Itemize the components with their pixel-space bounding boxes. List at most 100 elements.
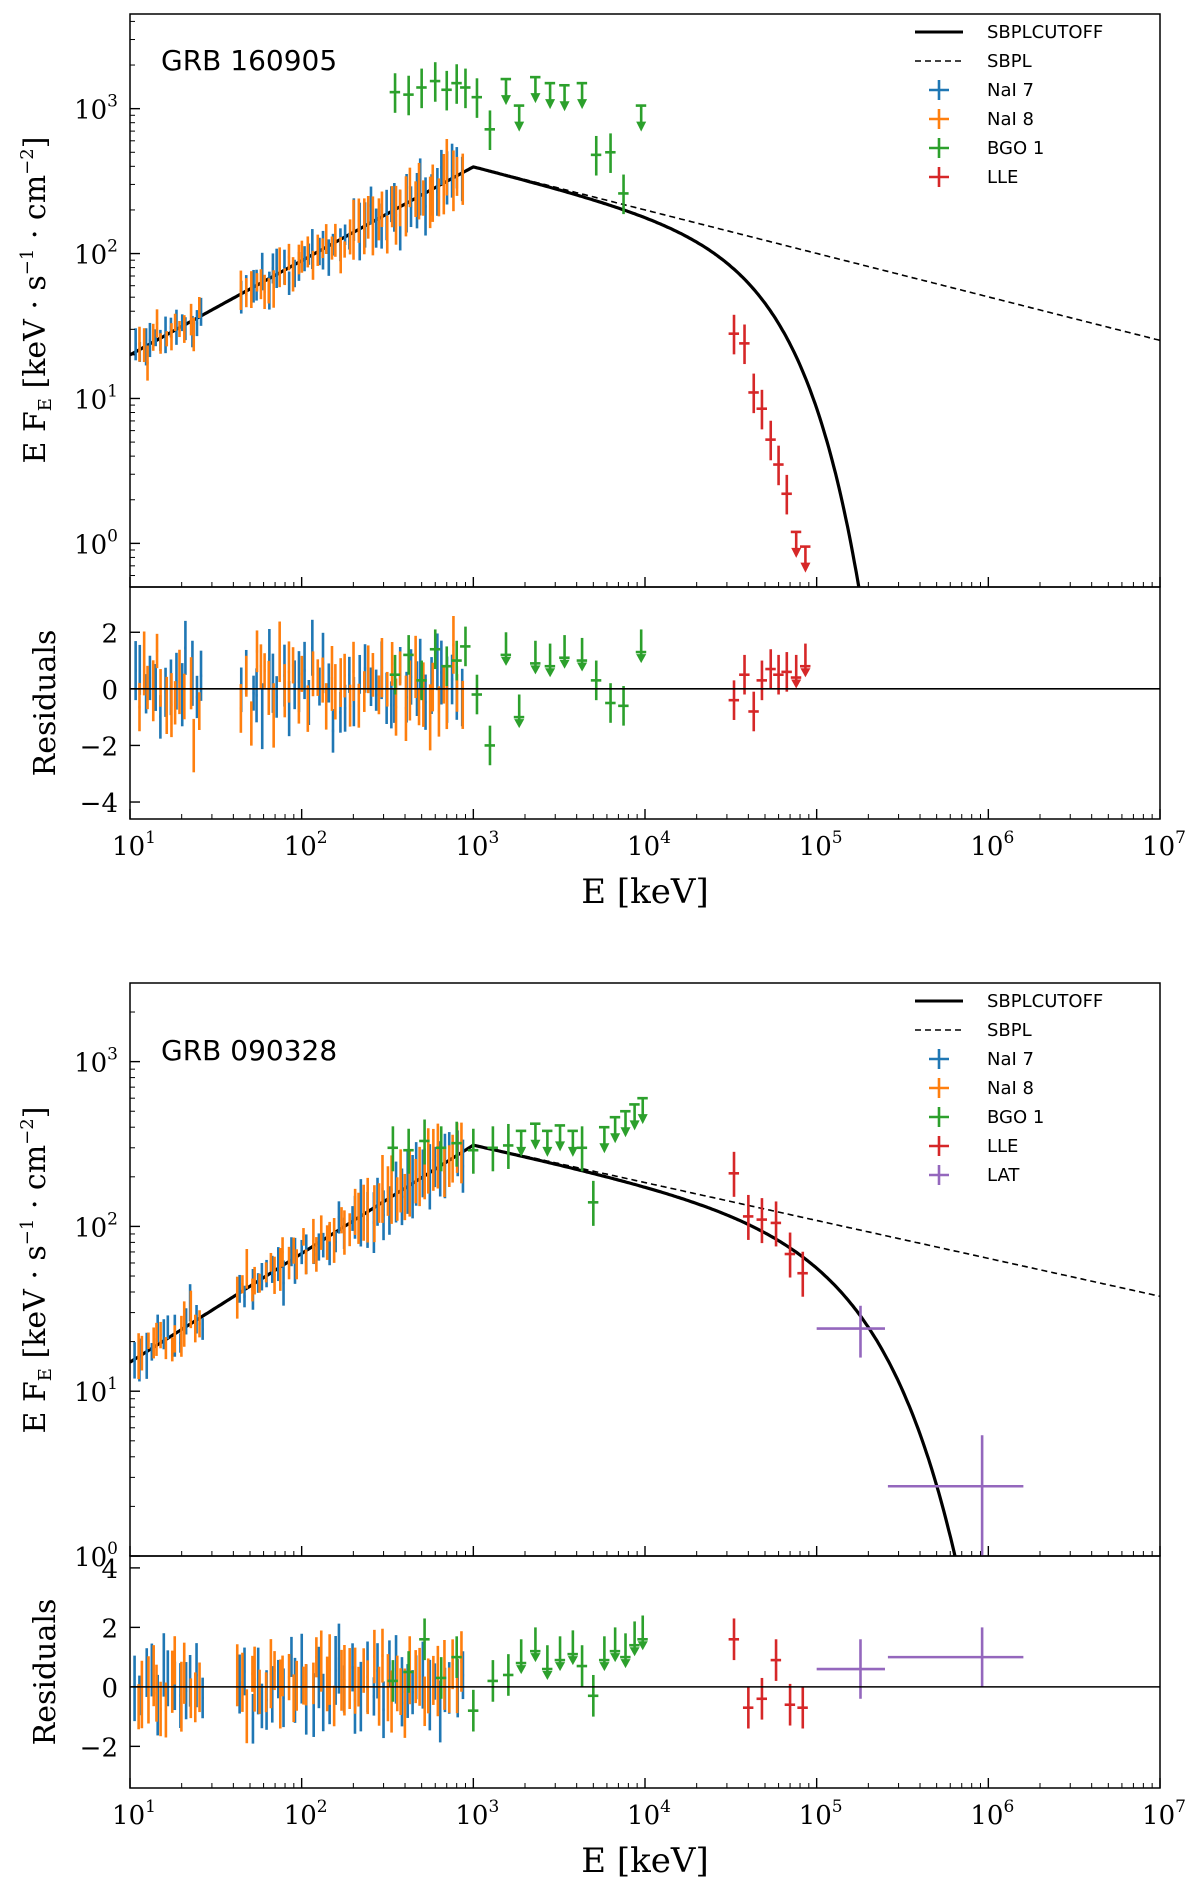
nai-8-residual: [423, 1676, 426, 1727]
nai-8-point: [418, 1146, 421, 1207]
nai-8-residual: [321, 657, 324, 703]
nai-7-residual: [424, 674, 427, 730]
y-tick-exp: 3: [107, 1045, 118, 1065]
nai-8-residual: [414, 1650, 417, 1704]
nai-8-point: [348, 1213, 351, 1247]
upper-limit-arrow: [530, 93, 541, 104]
legend-label: LLE: [987, 1136, 1018, 1157]
x-tick-base: 10: [1142, 832, 1175, 862]
bgo-1-residual: [559, 635, 570, 669]
nai-8-residual: [362, 1648, 365, 1693]
nai-8-point: [297, 244, 301, 275]
upper-limit-arrow: [530, 1139, 541, 1150]
nai-8-point: [348, 219, 352, 255]
legend-label: NaI 7: [987, 1049, 1034, 1070]
lle-point: [797, 1251, 808, 1297]
bgo-1-residual: [609, 1627, 621, 1663]
nai-8-residual: [239, 684, 243, 733]
x-tick-exp: 3: [488, 828, 499, 848]
x-tick-exp: 2: [317, 1797, 328, 1817]
bgo-1-point: [435, 1126, 447, 1172]
lle-residual: [781, 652, 792, 692]
bgo-1-point: [419, 1119, 430, 1165]
x-tick-exp: 5: [832, 828, 843, 848]
bgo-1-point: [635, 104, 647, 132]
nai-8-point: [417, 162, 421, 220]
model-curves: [130, 1143, 1160, 1556]
bgo-1-residual: [513, 694, 525, 729]
nai-8-residual: [432, 1655, 435, 1705]
bgo-1-residual: [500, 632, 512, 666]
legend-entry: BGO 1: [929, 1107, 1044, 1128]
model-curves: [130, 165, 1160, 587]
nai-7-point: [243, 1285, 246, 1308]
nai-8-residual: [324, 683, 328, 730]
legend-entry: LLE: [929, 1136, 1018, 1157]
legend-entry: NaI 8: [929, 109, 1034, 130]
nai-8-residual: [426, 1658, 430, 1714]
nai-7-residual: [436, 633, 439, 691]
bgo-1-point: [530, 75, 541, 104]
nai-7-point: [260, 1262, 264, 1291]
nai-8-point: [165, 331, 169, 347]
nai-8-residual: [138, 682, 141, 732]
nai-8-residual: [178, 649, 181, 715]
residual-axis-ticks: −4 −2 0 2: [80, 619, 140, 819]
lle-point: [781, 474, 792, 515]
residual-ul-arrow: [620, 1659, 631, 1669]
residual-tick-label: 4: [101, 1555, 118, 1585]
nai-8-residual: [170, 673, 173, 738]
lle-point: [739, 324, 750, 365]
nai-8-residual: [281, 1655, 284, 1697]
nai-8-residual: [442, 664, 446, 704]
nai-7-point: [303, 246, 306, 272]
lle-residual: [756, 1677, 767, 1720]
nai-7-point: [145, 1332, 149, 1379]
x-tick-exp: 5: [832, 1797, 843, 1817]
nai-8-residual: [264, 1672, 268, 1713]
nai-8-point: [295, 1249, 298, 1280]
residual-axis-ticks: −2 0 2 4: [80, 1555, 140, 1763]
nai-8-residual: [431, 662, 435, 712]
upper-limit-arrow: [501, 95, 512, 106]
nai-7-residual: [162, 1633, 166, 1697]
nai-8-point: [147, 1332, 150, 1350]
residual-ul-arrow: [559, 659, 570, 669]
bgo-1-point: [530, 1122, 541, 1150]
upper-limit-arrow: [559, 101, 570, 112]
nai-7-point: [300, 1239, 304, 1265]
nai-8-residual: [451, 1639, 454, 1690]
nai-8-point: [380, 191, 384, 228]
nai-8-point: [255, 273, 259, 292]
x-axis-ticks: 101 102 103 104 105 106 107: [112, 1546, 1186, 1831]
nai-8-residual: [414, 635, 417, 699]
legend-label: BGO 1: [987, 1107, 1044, 1128]
legend-entry: SBPL: [915, 1020, 1032, 1041]
nai-8-residual: [330, 645, 334, 711]
nai-7-point: [327, 239, 331, 276]
residual-clip-group: [134, 616, 811, 773]
y-label-sub: E: [35, 1368, 56, 1381]
bgo-1-residual: [554, 1636, 566, 1672]
y-label-sub: E: [35, 398, 56, 411]
nai-8-point: [312, 1218, 315, 1264]
nai-7-point: [359, 1179, 363, 1247]
nai-8-residual: [325, 1656, 329, 1712]
bgo-1-point: [541, 1129, 553, 1157]
bgo-1-point: [605, 133, 616, 173]
bgo-1-residual: [419, 1618, 430, 1661]
bgo-1-point: [429, 62, 441, 102]
y-tick-base: 10: [74, 1543, 107, 1573]
nai-7-point: [166, 1315, 170, 1340]
bgo-1-point: [637, 1096, 648, 1125]
upper-limit-arrow: [514, 121, 525, 132]
nai-8-residual: [304, 1663, 308, 1706]
bgo-1-point: [576, 1126, 588, 1172]
nai-8-point: [352, 199, 355, 260]
nai-7-point: [440, 149, 443, 185]
lle-point: [728, 1151, 740, 1197]
upper-limit-arrow: [637, 1114, 648, 1125]
bgo-1-residual: [620, 1633, 631, 1669]
